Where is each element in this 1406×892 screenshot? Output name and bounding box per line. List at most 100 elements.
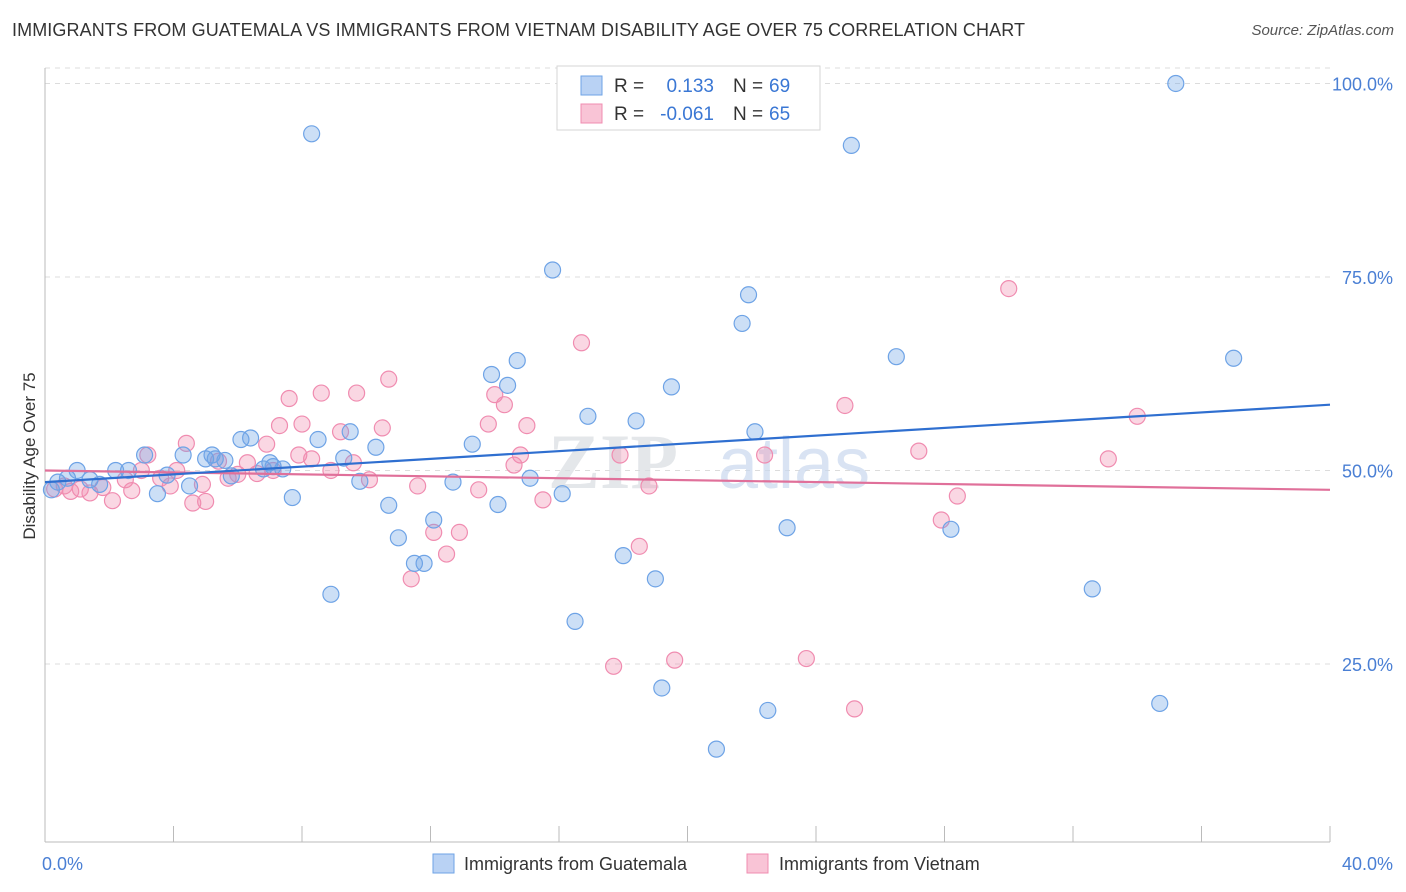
- point-vietnam: [797, 649, 815, 668]
- point-guatemala: [1151, 694, 1169, 713]
- point-guatemala: [242, 429, 260, 447]
- point-vietnam: [373, 419, 391, 437]
- point-vietnam: [380, 370, 398, 388]
- point-guatemala: [91, 475, 109, 494]
- point-guatemala: [322, 585, 340, 603]
- point-guatemala: [309, 430, 327, 449]
- point-guatemala: [566, 612, 584, 631]
- point-vietnam: [312, 384, 330, 402]
- point-vietnam: [293, 415, 311, 433]
- point-guatemala: [489, 495, 507, 514]
- point-guatemala: [627, 412, 645, 430]
- axes: [44, 68, 1331, 843]
- point-guatemala: [662, 378, 681, 396]
- point-guatemala: [614, 547, 632, 565]
- trendline-vietnam: [44, 469, 1331, 491]
- point-vietnam: [505, 456, 523, 474]
- point-vietnam: [81, 484, 99, 502]
- point-vietnam: [470, 481, 488, 499]
- point-guatemala: [216, 451, 234, 470]
- point-vietnam: [123, 482, 141, 500]
- point-guatemala: [739, 286, 758, 304]
- point-vietnam: [270, 416, 289, 435]
- point-guatemala: [733, 314, 751, 333]
- stats-n-value-vietnam: 65: [769, 104, 790, 125]
- bottom-legend: Immigrants from Guatemala Immigrants fro…: [432, 853, 980, 874]
- point-vietnam: [836, 396, 854, 415]
- point-vietnam: [479, 415, 497, 433]
- legend-swatch-vietnam: [746, 853, 769, 874]
- point-guatemala: [380, 496, 398, 514]
- point-vietnam: [402, 570, 420, 588]
- point-vietnam: [409, 477, 427, 495]
- point-guatemala: [746, 423, 764, 441]
- trendline-guatemala: [44, 403, 1331, 484]
- stats-n-label-guatemala: N =: [733, 76, 763, 97]
- point-vietnam: [605, 657, 623, 675]
- point-vietnam: [1099, 450, 1117, 468]
- point-vietnam: [511, 446, 530, 464]
- point-guatemala: [444, 473, 462, 491]
- point-guatemala: [508, 351, 526, 370]
- point-vietnam: [755, 446, 774, 464]
- point-vietnam: [437, 545, 456, 563]
- point-guatemala: [389, 529, 407, 547]
- point-vietnam: [290, 446, 308, 464]
- stats-legend-swatch-vietnam: [580, 103, 603, 124]
- stats-r-label-vietnam: R =: [614, 104, 644, 125]
- point-guatemala: [303, 125, 321, 143]
- point-vietnam: [450, 523, 469, 542]
- point-vietnam: [534, 491, 552, 509]
- point-vietnam: [258, 435, 276, 453]
- point-guatemala: [646, 570, 664, 588]
- stats-legend-box: R = 0.133 N = 69 R = -0.061 N = 65: [556, 65, 821, 131]
- point-guatemala: [842, 136, 860, 154]
- point-vietnam: [280, 389, 298, 408]
- legend-swatch-guatemala: [432, 853, 455, 874]
- point-guatemala: [405, 554, 424, 572]
- point-guatemala: [283, 488, 301, 507]
- point-vietnam: [630, 537, 648, 555]
- point-vietnam: [197, 492, 215, 511]
- point-vietnam: [845, 700, 864, 718]
- tick-labels: 25.0% 50.0% 75.0% 100.0% 0.0% 40.0%: [42, 74, 1393, 874]
- point-guatemala: [1225, 349, 1243, 367]
- point-vietnam: [103, 492, 122, 510]
- trend-lines: [44, 403, 1331, 491]
- point-vietnam: [193, 475, 212, 494]
- point-guatemala: [759, 701, 777, 720]
- point-guatemala: [135, 446, 154, 464]
- y-tick-label: 25.0%: [1342, 655, 1393, 675]
- y-tick-label: 75.0%: [1342, 268, 1393, 288]
- point-vietnam: [425, 523, 443, 542]
- point-vietnam: [331, 423, 350, 441]
- point-guatemala: [463, 435, 481, 453]
- stats-n-label-vietnam: N =: [733, 104, 763, 125]
- y-axis-label: Disability Age Over 75: [20, 372, 39, 539]
- stats-r-value-guatemala: 0.133: [666, 76, 714, 97]
- point-vietnam: [184, 494, 202, 512]
- y-tick-label: 50.0%: [1342, 461, 1393, 481]
- stats-legend-swatch-guatemala: [580, 75, 603, 96]
- point-vietnam: [640, 477, 658, 495]
- point-guatemala: [499, 376, 517, 394]
- point-guatemala: [335, 449, 353, 467]
- point-vietnam: [666, 651, 684, 669]
- point-guatemala: [942, 520, 960, 538]
- stats-n-value-guatemala: 69: [769, 76, 790, 97]
- point-guatemala: [119, 461, 138, 480]
- point-vietnam: [348, 384, 366, 402]
- y-tick-label: 100.0%: [1332, 74, 1393, 94]
- point-guatemala: [553, 485, 571, 503]
- stats-r-value-vietnam: -0.061: [660, 104, 714, 125]
- x-tick-label: 40.0%: [1342, 854, 1393, 874]
- point-guatemala: [707, 740, 726, 758]
- point-guatemala: [543, 261, 562, 279]
- point-guatemala: [778, 519, 796, 537]
- chart-title: IMMIGRANTS FROM GUATEMALA VS IMMIGRANTS …: [12, 20, 1026, 40]
- point-guatemala: [1167, 74, 1185, 93]
- point-guatemala: [425, 511, 443, 529]
- point-vietnam: [1000, 279, 1018, 298]
- point-vietnam: [161, 477, 179, 495]
